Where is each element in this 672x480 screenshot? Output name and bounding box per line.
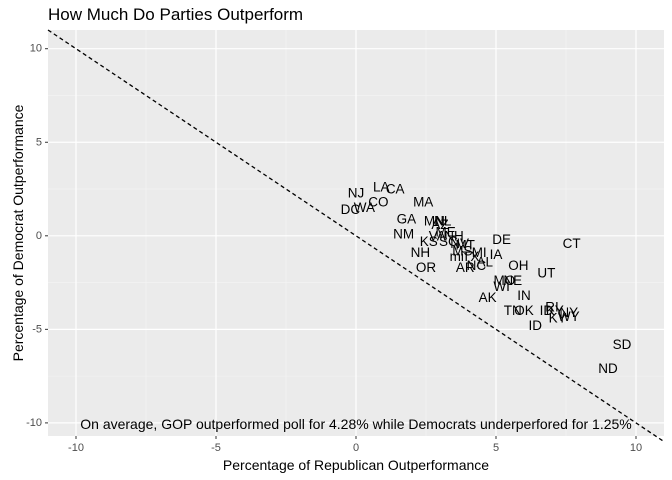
x-tick-label: 0 <box>353 442 359 454</box>
point-label-nd: ND <box>598 361 618 376</box>
point-label-co: CO <box>368 195 388 210</box>
point-label-wa: WA <box>354 200 375 215</box>
point-label-ms: MS <box>452 243 472 258</box>
point-label-oh: OH <box>508 258 528 273</box>
point-label-ak: AK <box>479 290 497 305</box>
y-tick-label: 5 <box>36 136 42 148</box>
point-label-mn: MN <box>424 213 445 228</box>
point-label-de: DE <box>492 232 511 247</box>
point-label-ky: KY <box>549 311 567 326</box>
point-label-mt: MT <box>455 238 475 253</box>
x-tick-label: -5 <box>211 442 221 454</box>
major-gridlines <box>48 30 664 436</box>
y-tick-label: -5 <box>32 323 42 335</box>
point-label-nh: NH <box>444 228 464 243</box>
point-label-wy: WY <box>558 309 580 324</box>
point-label-az: AZ <box>431 217 448 232</box>
point-label-al: AL <box>477 255 494 270</box>
point-label-me: ME <box>435 225 455 240</box>
point-label-va: VA <box>429 228 446 243</box>
y-axis-label: Percentage of Democrat Outperformance <box>10 104 26 361</box>
point-label-wi: WI <box>493 279 510 294</box>
point-label-sd: SD <box>613 337 632 352</box>
point-label-ky: KY <box>546 303 564 318</box>
point-label-id: ID <box>540 303 554 318</box>
reference-line <box>47 29 665 443</box>
point-label-nj: NJ <box>348 185 365 200</box>
point-label-nm: NM <box>393 226 414 241</box>
point-label-dc: DC <box>341 202 361 217</box>
point-label-mi: MI <box>472 245 487 260</box>
x-tick-label: 5 <box>493 442 499 454</box>
point-label-mo: MO <box>494 273 516 288</box>
point-label-ct: CT <box>563 236 581 251</box>
point-label-ia: IA <box>490 247 503 262</box>
point-label-ny: NY <box>559 305 578 320</box>
chart-title: How Much Do Parties Outperform <box>48 5 304 24</box>
point-label-tn: TN <box>504 303 522 318</box>
annotation-text: On average, GOP outperformed poll for 4.… <box>80 416 631 432</box>
x-tick-label: 10 <box>630 442 642 454</box>
point-label-ne: NE <box>503 273 522 288</box>
y-axis-ticks: -10 -5 0 5 10 <box>26 43 48 429</box>
point-label-la: LA <box>373 180 390 195</box>
y-tick-label: -10 <box>26 417 42 429</box>
point-label-ga: GA <box>397 211 417 226</box>
point-label-ma: MA <box>413 195 433 210</box>
point-label-in: IN <box>517 288 531 303</box>
point-label-nc: NC <box>467 258 487 273</box>
point-label-nl: NL <box>434 213 452 228</box>
y-tick-label: 0 <box>36 230 42 242</box>
point-label-ri: RI <box>545 299 559 314</box>
point-label-nv: NV <box>450 236 469 251</box>
point-label-nh: NH <box>411 245 431 260</box>
point-label-id: ID <box>528 318 542 333</box>
x-axis-label: Percentage of Republican Outperformance <box>223 457 489 473</box>
point-label-ok: OK <box>514 303 534 318</box>
point-label-ut: UT <box>537 266 555 281</box>
point-label-ca: CA <box>386 182 405 197</box>
point-label-tx: TX <box>462 249 479 264</box>
point-label-ks: KS <box>420 234 438 249</box>
point-label-or: OR <box>416 260 437 275</box>
point-label-ar: AR <box>456 260 475 275</box>
point-label-mi: mi <box>450 249 464 264</box>
point-label-sc: SC <box>439 234 458 249</box>
y-tick-label: 10 <box>30 43 42 55</box>
x-tick-label: -10 <box>68 442 84 454</box>
x-axis-ticks: -10 -5 0 5 10 <box>68 436 642 454</box>
